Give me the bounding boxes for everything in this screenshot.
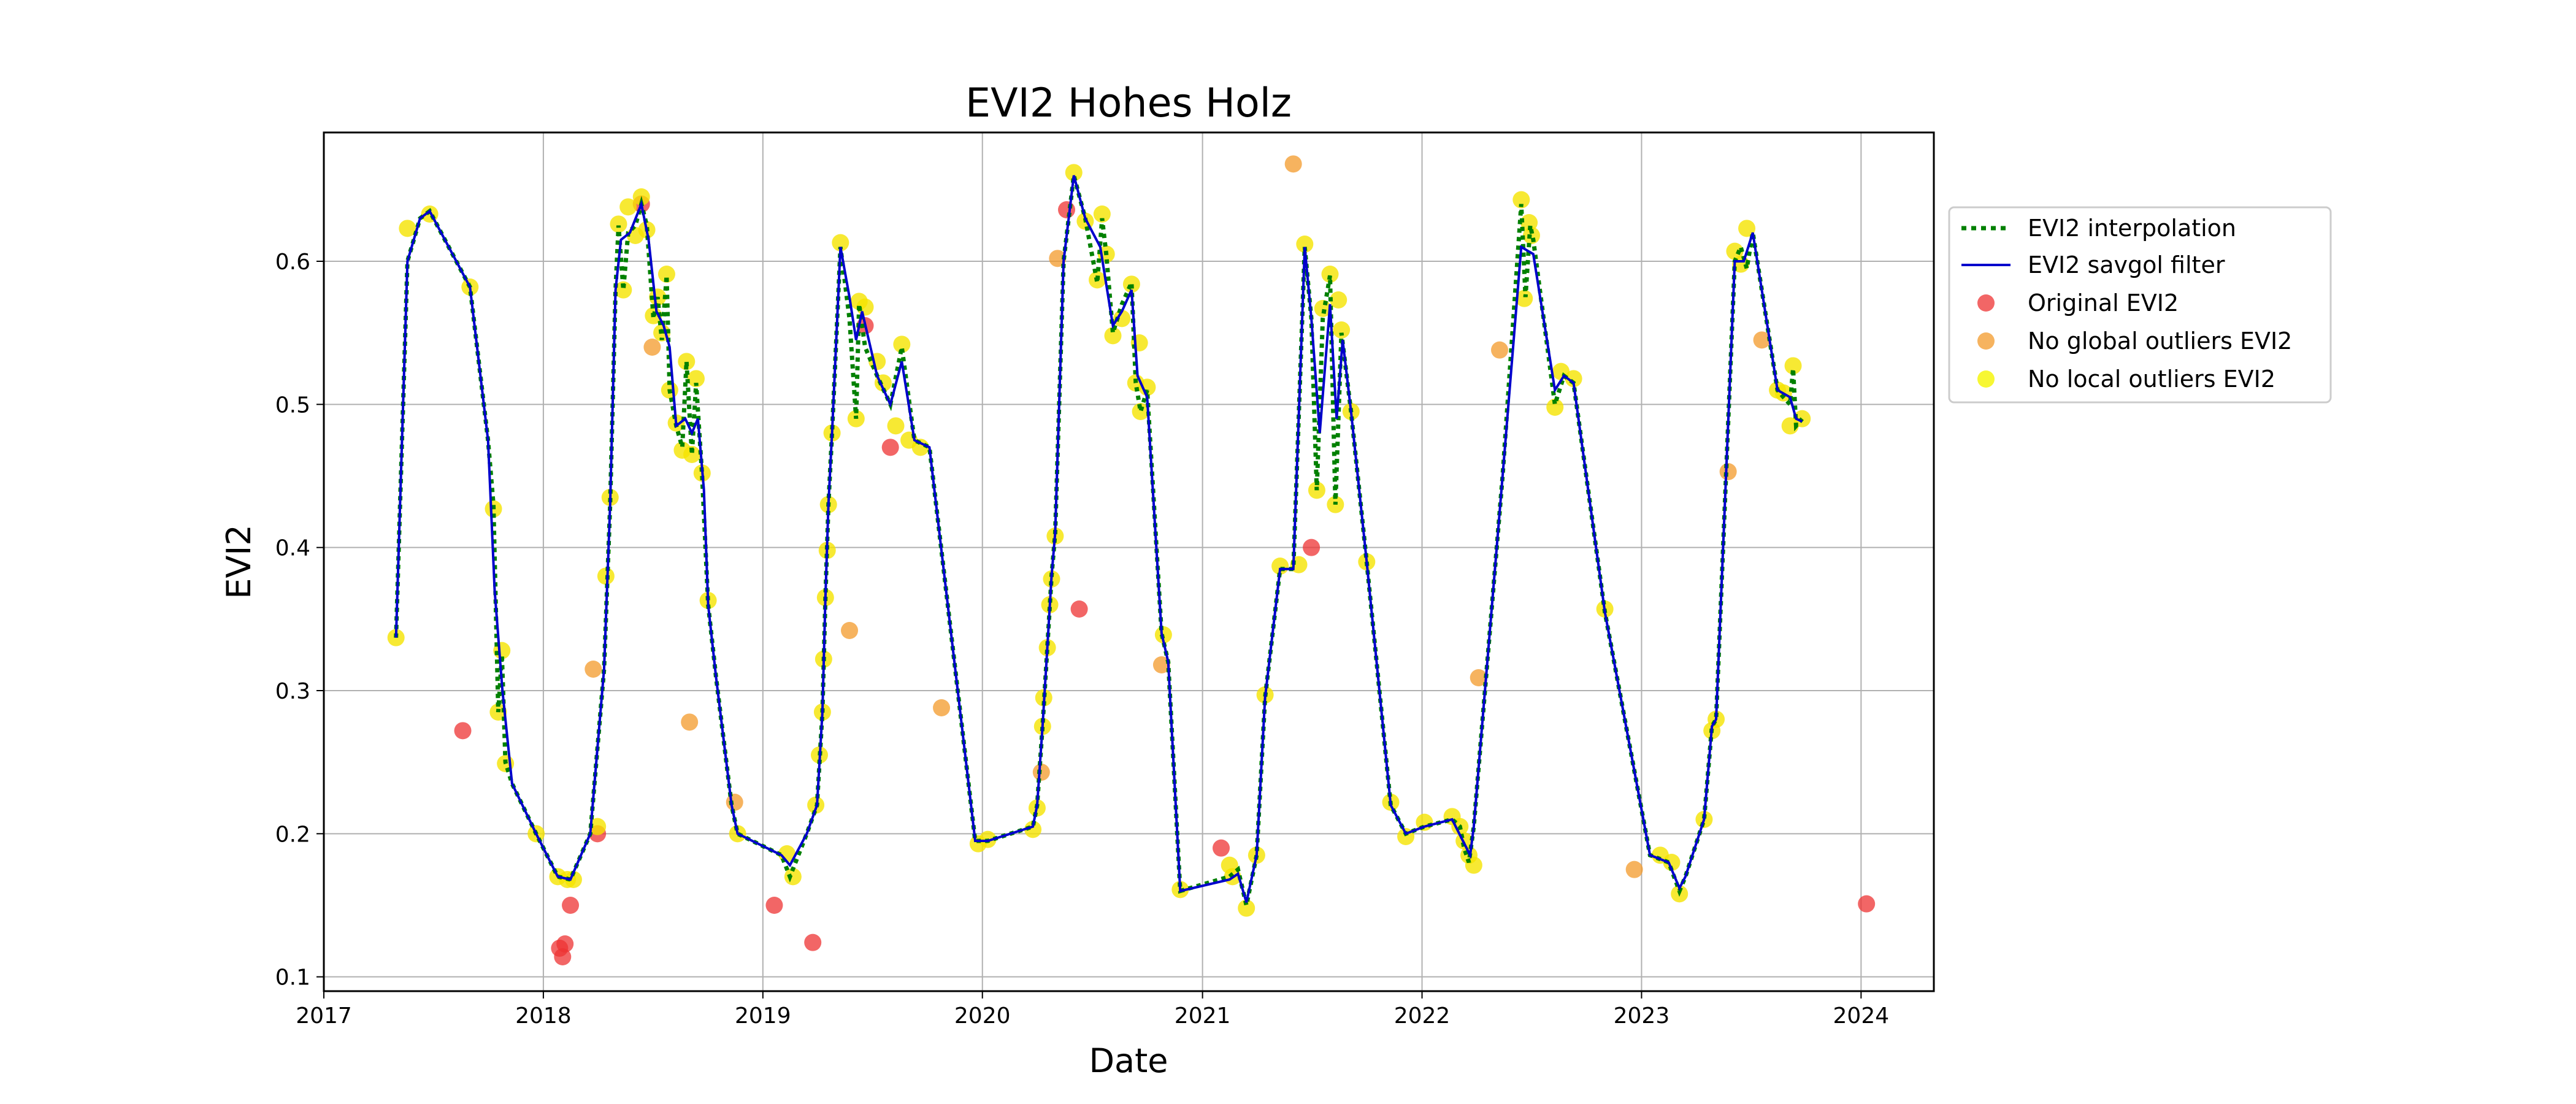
x-axis-title: Date [1089,1041,1168,1080]
legend-swatch-no-global [1977,332,1995,350]
point-no-global-outlier [1470,669,1487,686]
x-tick-label: 2017 [296,1003,352,1029]
point-no-global-outlier [933,699,951,716]
point-no-local-outlier [887,417,905,435]
point-no-local-outlier [678,353,696,370]
y-tick-label: 0.4 [275,536,310,561]
point-no-local-outlier [1520,214,1538,231]
point-no-local-outlier [1726,242,1744,260]
point-no-local-outlier [1565,370,1582,388]
legend: EVI2 interpolation EVI2 savgol filter Or… [1948,206,2332,404]
y-tick-label: 0.1 [275,965,310,991]
y-tick-label: 0.3 [275,679,310,704]
legend-label-no-global: No global outliers EVI2 [2028,328,2292,355]
legend-label-no-local: No local outliers EVI2 [2028,366,2275,393]
x-tick-label: 2023 [1614,1003,1670,1029]
point-original [804,933,822,951]
series-line-savgol [394,175,1803,903]
x-tick-label: 2018 [515,1003,572,1029]
point-original [1213,839,1230,857]
point-no-local-outlier [784,868,802,886]
point-no-global-outlier [1049,250,1067,267]
point-no-global-outlier [1625,861,1643,878]
point-no-global-outlier [1753,331,1771,349]
point-no-global-outlier [643,339,661,356]
point-original [1058,201,1076,218]
point-original [1303,539,1321,556]
point-no-local-outlier [1333,321,1351,339]
x-tick-label: 2022 [1394,1003,1451,1029]
legend-label-savgol: EVI2 savgol filter [2028,251,2225,278]
point-no-local-outlier [589,818,607,835]
point-no-local-outlier [893,335,911,353]
grid [323,132,1934,991]
x-tick-label: 2019 [735,1003,791,1029]
axis-ticks: 2017 2018 2019 2020 2021 2022 2023 2024 0.1 0.2 0.… [275,250,1889,1029]
plot-frame [323,131,1935,992]
point-no-global-outlier [1284,155,1302,173]
point-no-local-outlier [856,298,874,316]
point-no-local-outlier [1065,164,1083,182]
point-no-local-outlier [1104,327,1122,345]
point-no-local-outlier [1296,236,1314,253]
point-no-global-outlier [1491,341,1509,359]
point-no-local-outlier [1093,205,1111,223]
point-original [1070,600,1088,618]
point-no-global-outlier [585,661,602,678]
x-tick-label: 2021 [1175,1003,1231,1029]
chart-title: EVI2 Hohes Holz [965,80,1292,126]
point-no-local-outlier [687,370,705,388]
point-no-local-outlier [657,266,675,283]
point-no-local-outlier [1238,899,1255,917]
x-tick-label: 2020 [954,1003,1011,1029]
point-no-local-outlier [1738,220,1756,237]
point-no-local-outlier [619,198,637,216]
point-no-local-outlier [1138,378,1156,396]
point-no-global-outlier [1719,463,1737,480]
point-no-local-outlier [1784,357,1802,375]
point-no-local-outlier [1516,289,1533,307]
point-no-local-outlier [564,871,582,888]
point-no-local-outlier [1024,821,1042,838]
point-no-global-outlier [841,622,859,639]
point-original [881,439,899,456]
point-original [765,897,783,914]
point-no-local-outlier [615,281,632,299]
legend-swatch-no-local [1977,370,1995,388]
point-original [554,948,572,965]
point-original [454,722,472,740]
point-no-local-outlier [1512,191,1530,209]
point-no-local-outlier [610,215,627,233]
point-no-local-outlier [1546,399,1564,416]
y-tick-label: 0.5 [275,393,310,418]
point-no-local-outlier [1663,854,1681,871]
point-original [562,897,580,914]
plot-area [387,155,1876,965]
y-axis-title: EVI2 [220,524,258,599]
legend-label-interpolation: EVI2 interpolation [2028,215,2236,242]
point-no-local-outlier [832,234,849,251]
series-line-interpolation [394,175,1804,906]
point-no-local-outlier [1113,310,1131,328]
point-original [556,935,574,953]
y-tick-label: 0.2 [275,822,310,847]
x-tick-label: 2024 [1833,1003,1890,1029]
point-no-global-outlier [681,713,699,731]
point-no-local-outlier [1321,266,1339,283]
point-no-local-outlier [683,446,701,463]
legend-frame [1948,206,2332,404]
point-no-local-outlier [1330,291,1347,309]
point-no-local-outlier [1132,403,1149,420]
point-no-local-outlier [399,220,416,237]
legend-label-original: Original EVI2 [2028,289,2179,316]
point-original [1858,895,1876,913]
legend-swatch-original [1977,294,1995,312]
y-tick-label: 0.6 [275,250,310,275]
